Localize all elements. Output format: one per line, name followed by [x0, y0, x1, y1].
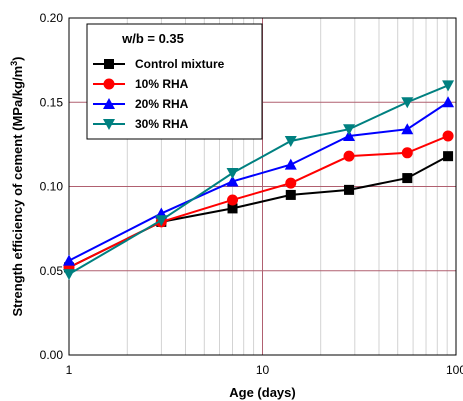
data-point	[285, 189, 296, 200]
legend-title: w/b = 0.35	[121, 31, 184, 46]
data-point	[401, 147, 413, 159]
series-4	[63, 80, 455, 281]
data-point	[344, 184, 355, 195]
series-line	[68, 155, 449, 269]
data-point	[442, 130, 454, 142]
data-point	[285, 177, 297, 189]
legend-item: Control mixture	[93, 57, 225, 71]
x-tick-label: 10	[256, 363, 270, 377]
x-tick-label: 100	[446, 363, 463, 377]
y-tick-label: 0.15	[40, 95, 64, 109]
legend-label: 10% RHA	[135, 77, 189, 91]
data-point	[226, 175, 239, 187]
legend-item: 20% RHA	[93, 97, 189, 111]
data-point	[227, 194, 239, 206]
data-point	[63, 254, 75, 266]
y-axis-title-superscript: 3	[9, 61, 19, 66]
y-tick-label: 0.10	[40, 180, 64, 194]
data-point	[155, 215, 168, 227]
y-axis-title-close: )	[10, 56, 25, 60]
y-axis-title: Strength efficiency of cement (MPa/kg/m3…	[9, 56, 25, 316]
y-tick-label: 0.20	[40, 11, 64, 25]
legend-marker	[103, 78, 115, 90]
legend-marker	[104, 59, 114, 69]
y-tick-label: 0.05	[40, 264, 64, 278]
x-axis-ticks: 1 10 100	[66, 363, 463, 377]
series-layer	[63, 80, 455, 281]
y-tick-label: 0.00	[40, 348, 64, 362]
y-axis-ticks: 0.00 0.05 0.10 0.15 0.20	[40, 11, 64, 362]
data-point	[343, 124, 356, 136]
x-axis-title: Age (days)	[229, 385, 295, 400]
data-point	[63, 269, 75, 281]
legend-label: 20% RHA	[135, 97, 189, 111]
series-1	[64, 151, 454, 273]
legend-label: 30% RHA	[135, 117, 189, 131]
data-point	[284, 136, 297, 148]
legend: w/b = 0.35 Control mixture 10% RHA 20% RHA 3…	[86, 23, 263, 140]
y-axis-title-main: Strength efficiency of cement (MPa/kg/m	[10, 66, 25, 317]
data-point	[442, 96, 455, 108]
data-point	[343, 129, 356, 141]
legend-marker	[103, 98, 115, 109]
data-point	[443, 151, 454, 162]
data-point	[226, 168, 239, 180]
plot-frame	[68, 17, 457, 356]
data-point	[227, 203, 238, 214]
data-point	[343, 150, 355, 162]
legend-label: Control mixture	[135, 57, 225, 71]
data-point	[402, 173, 413, 184]
legend-marker	[103, 119, 115, 130]
data-point	[284, 158, 297, 170]
legend-item: 10% RHA	[93, 77, 189, 91]
legend-box	[86, 23, 263, 140]
data-point	[401, 97, 414, 109]
x-tick-label: 1	[66, 363, 73, 377]
series-3	[63, 96, 455, 266]
data-point	[401, 123, 414, 135]
legend-item: 30% RHA	[93, 117, 189, 131]
data-point	[442, 80, 455, 92]
